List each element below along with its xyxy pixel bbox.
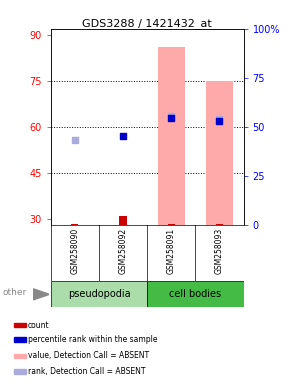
Text: GSM258090: GSM258090 bbox=[70, 227, 79, 274]
Point bbox=[72, 137, 77, 144]
Text: value, Detection Call = ABSENT: value, Detection Call = ABSENT bbox=[28, 351, 149, 361]
Text: count: count bbox=[28, 321, 49, 329]
Bar bbox=[168, 224, 175, 225]
Polygon shape bbox=[33, 289, 49, 300]
Bar bbox=[216, 224, 223, 225]
Bar bbox=[71, 223, 79, 225]
Text: GSM258091: GSM258091 bbox=[167, 227, 176, 274]
Point bbox=[169, 113, 174, 119]
Bar bbox=[14, 323, 26, 328]
Text: other: other bbox=[3, 288, 27, 297]
Text: GSM258093: GSM258093 bbox=[215, 227, 224, 274]
Point bbox=[217, 118, 222, 124]
Title: GDS3288 / 1421432_at: GDS3288 / 1421432_at bbox=[82, 18, 212, 29]
Bar bbox=[14, 369, 26, 374]
Bar bbox=[158, 47, 184, 225]
Text: rank, Detection Call = ABSENT: rank, Detection Call = ABSENT bbox=[28, 367, 145, 376]
Text: cell bodies: cell bodies bbox=[169, 289, 222, 300]
Bar bbox=[206, 81, 233, 225]
Bar bbox=[14, 354, 26, 358]
Point bbox=[169, 114, 174, 121]
Bar bbox=[147, 281, 244, 307]
Point bbox=[121, 133, 125, 139]
Bar bbox=[14, 338, 26, 342]
Bar bbox=[119, 216, 127, 225]
Text: GSM258092: GSM258092 bbox=[119, 227, 128, 274]
Text: pseudopodia: pseudopodia bbox=[68, 289, 130, 300]
Text: percentile rank within the sample: percentile rank within the sample bbox=[28, 335, 157, 344]
Point bbox=[217, 116, 222, 122]
Bar bbox=[51, 281, 147, 307]
